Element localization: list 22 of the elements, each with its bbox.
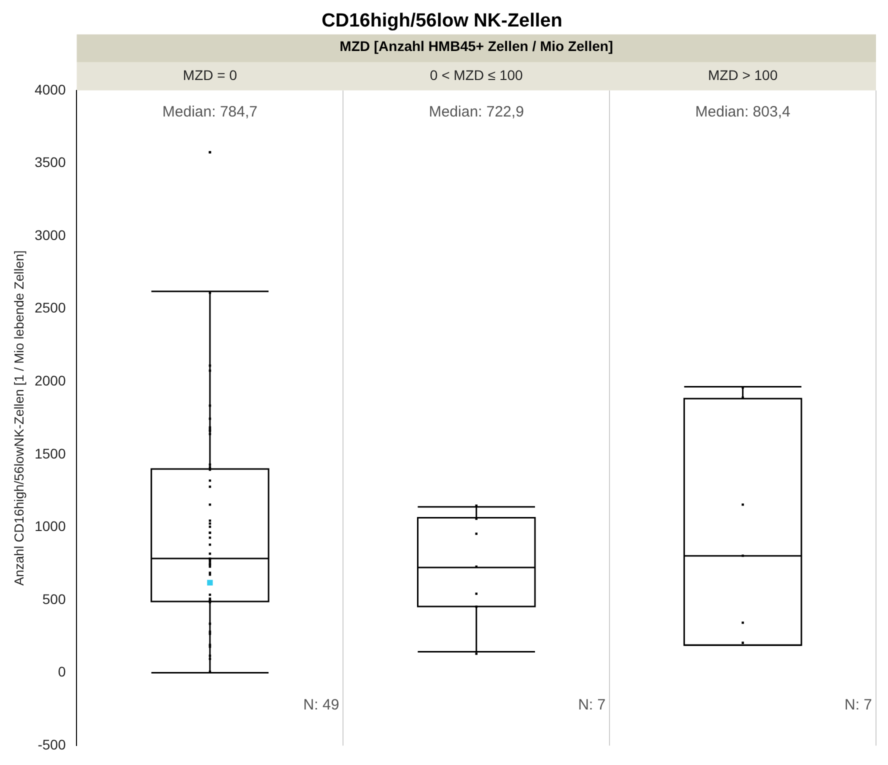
annotation: N: 7 <box>578 696 606 714</box>
y-tick-label: 2000 <box>34 372 66 388</box>
y-tick-label: 500 <box>42 590 66 607</box>
x-tick-label: MZD = 0 <box>182 66 238 83</box>
y-tick-label: 1000 <box>34 518 66 534</box>
chart-title: CD16high/56low NK-Zellen <box>322 10 562 32</box>
x-tick-label: MZD > 100 <box>708 66 778 83</box>
annotation: Median: 803,4 <box>695 104 790 121</box>
y-tick-label: 3500 <box>34 154 66 170</box>
annotation: N: 49 <box>303 696 340 714</box>
y-tick-label: 2500 <box>34 300 66 316</box>
y-tick-label: 1500 <box>34 445 66 462</box>
y-tick-label: -500 <box>38 736 66 752</box>
y-tick-label: 0 <box>58 664 66 680</box>
annotation: N: 7 <box>844 696 872 714</box>
x-tick-label: 0 < MZD ≤ 100 <box>430 66 524 83</box>
y-tick-label: 4000 <box>34 81 66 98</box>
annotation: Median: 722,9 <box>428 104 524 121</box>
y-tick-label: 3000 <box>34 226 66 243</box>
x-axis-title: MZD [Anzahl HMB45+ Zellen / Mio Zellen] <box>340 38 614 54</box>
annotation: Median: 784,7 <box>162 104 258 121</box>
y-axis-title: Anzahl CD16high/56lowNK-Zellen [1 / Mio lebende Zellen] <box>11 250 26 586</box>
